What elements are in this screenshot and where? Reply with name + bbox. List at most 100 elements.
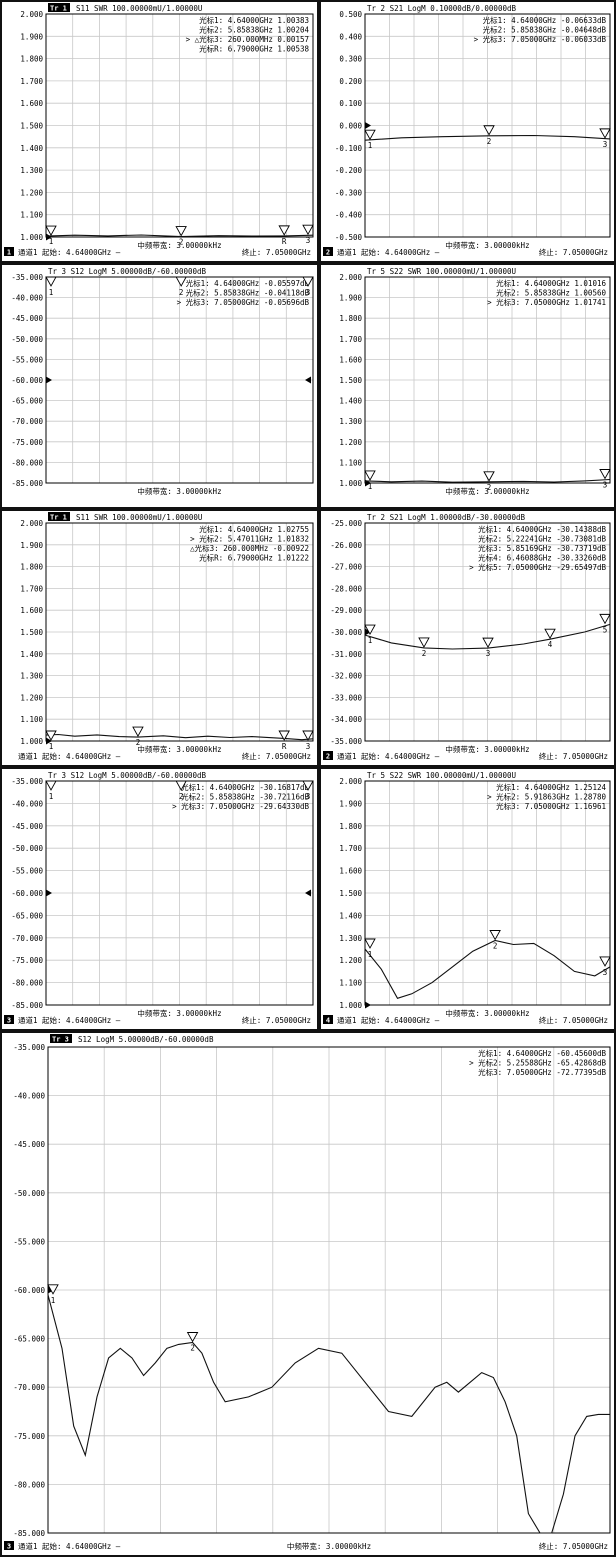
grid-lines [365,277,610,483]
y-tick-label: 1.800 [20,55,43,64]
y-tick-label: -0.300 [335,188,363,197]
footer-ifbw: 中频带宽: 3.00000kHz [137,486,221,496]
y-tick-label: 1.600 [339,867,362,876]
channel-badge [323,751,333,760]
marker-label: 1 [368,636,373,645]
y-tick-label: 0.100 [339,99,362,108]
marker-readout: 光标2: 5.22241GHz -30.73081dB [478,534,606,544]
trace-badge [48,3,70,12]
marker-readout: 光标2: 5.85838GHz -30.72116dB [181,792,309,802]
y-tick-label: 2.000 [339,777,362,786]
marker-readout: 光标2: 5.85838GHz -0.04648dB [483,25,607,35]
marker-label: 3 [306,742,311,751]
trace-header: Tr 2 S21 LogM 1.00000dB/-30.00000dB [367,513,526,522]
footer-start: 通道1 起始: 4.64000GHz ― [18,1541,121,1551]
y-tick-label: -28.000 [330,584,362,593]
y-tick-label: -55.000 [11,867,43,876]
marker-triangle-icon [599,613,611,625]
y-tick-label: -45.000 [11,822,43,831]
trace-line [364,623,611,650]
y-tick-label: 1.500 [20,628,43,637]
y-tick-label: 1.900 [20,32,43,41]
footer-start: 通道1 起始: 4.64000GHz ― [337,1015,440,1025]
y-tick-label: -80.000 [11,458,43,467]
footer-ifbw: 中频带宽: 3.00000kHz [445,744,529,754]
marker-triangle-icon [599,128,611,139]
y-tick-label: 1.100 [20,211,43,220]
chart-panel-8: 2.000 1.900 1.800 1.700 1.600 1.500 1.400 1.300… [319,767,616,1031]
trace-line [364,478,611,483]
marker-readout: > 光标3: 7.05000GHz -0.05696dB [177,297,310,307]
y-tick-label: -60.000 [13,1286,45,1295]
y-tick-label: 0.200 [339,77,362,86]
y-tick-label: 1.300 [339,934,362,943]
marker-triangle-icon [132,726,144,738]
chart-panel-9: -35.000 -40.000 -45.000 -50.000 -55.000 -60.0… [0,1031,616,1557]
marker-readout: 光标3: 7.05000GHz -72.77395dB [478,1067,606,1077]
y-tick-label: -33.000 [330,693,362,702]
y-tick-label: -80.000 [11,979,43,988]
marker-label: 1 [49,742,54,751]
marker-triangle-icon [364,624,376,635]
marker-readout: > 光标3: 7.05000GHz 1.01741 [487,297,606,307]
marker-label: 1 [368,950,373,959]
y-tick-label: -65.000 [13,1335,45,1344]
y-tick-label: 0.500 [339,10,362,19]
y-tick-label: 1.900 [339,799,362,808]
grid-lines [46,14,313,237]
marker-readout: > 光标2: 5.25588GHz -65.42868dB [469,1058,606,1068]
chart-svg-1: 2.000 1.900 1.800 1.700 1.600 1.500 1.400 1.300… [4,3,314,257]
marker-label: 2 [487,137,492,146]
trace-line [45,733,314,741]
marker-label: 2 [179,792,184,801]
chart-panel-1: 2.000 1.900 1.800 1.700 1.600 1.500 1.400 1.300… [0,0,319,263]
marker-triangle-icon [364,129,376,141]
trace-header: Tr 3 S12 LogM 5.00000dB/-60.00000dB [48,267,207,276]
footer-start: 通道1 起始: 4.64000GHz ― [18,247,121,257]
channel-number: 1 [7,249,11,257]
y-tick-label: 1.700 [20,584,43,593]
y-tick-label: 1.200 [20,693,43,702]
marker-label: 2 [422,649,427,658]
channel-badge [4,247,14,256]
y-tick-label: -60.000 [11,376,43,385]
chart-svg-4: 2.000 1.900 1.800 1.700 1.600 1.500 1.400 1.300… [339,267,611,496]
marker-label: 2 [493,941,498,950]
channel-badge [323,1015,333,1024]
marker-triangle-icon [302,224,314,236]
marker-readout: 光标2: 5.85838GHz -0.04118dB [186,288,310,298]
marker-triangle-icon [175,780,187,791]
channel-number: 3 [7,1017,11,1025]
y-tick-label: -85.000 [11,479,43,488]
marker-readout: 光标1: 4.64000GHz -30.14388dB [478,524,606,534]
marker-label: 3 [306,792,311,801]
y-tick-label: 1.500 [339,889,362,898]
trace-line [364,134,611,141]
chart-svg-6: -25.000 -26.000 -27.000 -28.000 -29.000 -30.0… [323,513,611,761]
marker-readout: 光标1: 4.64000GHz 1.25124 [496,782,606,792]
y-tick-label: -80.000 [13,1480,45,1489]
marker-triangle-icon [47,1284,59,1295]
y-tick-label: 1.800 [339,314,362,323]
marker-triangle-icon [45,276,57,287]
trace-badge [48,512,70,521]
y-tick-label: -31.000 [330,650,362,659]
channel-number: 3 [7,1543,11,1551]
y-tick-label: -35.000 [11,777,43,786]
y-tick-label: -85.000 [13,1529,45,1538]
marker-label: 1 [368,141,373,150]
marker-readout: 光标1: 4.64000GHz 1.02755 [199,524,309,534]
trace-header: S11 SWR 100.00000mU/1.00000U [76,513,202,522]
y-tick-label: -65.000 [11,911,43,920]
footer-ifbw: 中频带宽: 3.00000kHz [287,1541,371,1551]
trace-badge [50,1034,72,1043]
y-tick-label: -70.000 [11,934,43,943]
footer-ifbw: 中频带宽: 3.00000kHz [445,1008,529,1018]
marker-label: 2 [190,1343,195,1352]
marker-triangle-icon [302,276,314,287]
marker-label: 3 [603,140,608,149]
grid-lines [365,14,610,237]
trace-header: Tr 5 S22 SWR 100.00000mU/1.00000U [367,771,516,780]
y-tick-label: -27.000 [330,563,362,572]
marker-triangle-icon [544,628,556,640]
